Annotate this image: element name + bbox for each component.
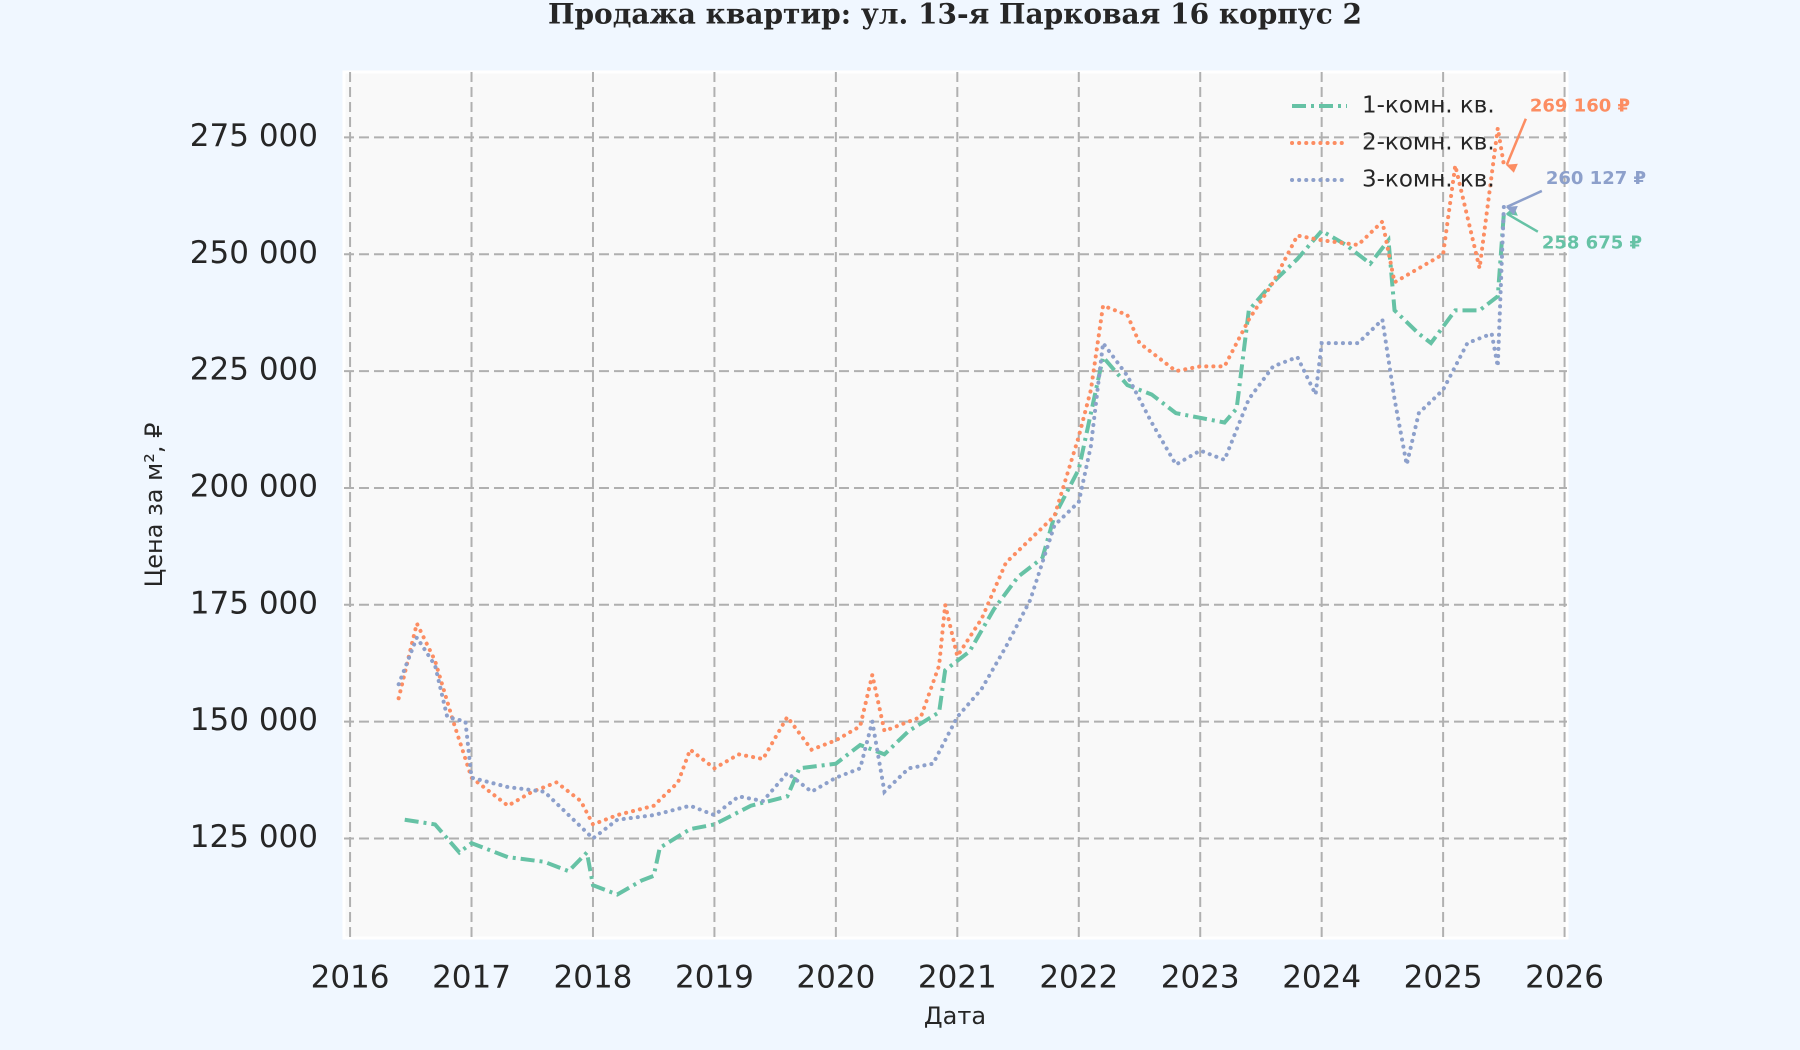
annotation-arrowhead <box>1505 205 1518 215</box>
legend-label: 3-комн. кв. <box>1362 167 1495 193</box>
x-tick-label: 2024 <box>1282 960 1361 996</box>
x-tick-label: 2016 <box>311 960 390 996</box>
x-tick-label: 2026 <box>1525 960 1604 996</box>
annotation: 260 127 ₽ <box>1546 168 1646 189</box>
series-line <box>404 213 1506 897</box>
y-tick-label: 175 000 <box>190 585 318 621</box>
y-tick-label: 225 000 <box>190 352 318 388</box>
x-tick-label: 2020 <box>796 960 875 996</box>
legend-label: 2-комн. кв. <box>1362 130 1495 156</box>
annotation: 258 675 ₽ <box>1542 233 1642 254</box>
y-tick-label: 250 000 <box>190 235 318 271</box>
x-tick-label: 2021 <box>918 960 997 996</box>
plot-area <box>342 70 1569 940</box>
annotation-arrowhead <box>1505 163 1518 173</box>
x-tick-label: 2018 <box>554 960 633 996</box>
y-axis-label: Цена за м², ₽ <box>140 423 168 588</box>
annotation: 269 160 ₽ <box>1530 96 1630 117</box>
x-tick-label: 2023 <box>1161 960 1240 996</box>
x-tick-label: 2025 <box>1404 960 1483 996</box>
x-tick-label: 2022 <box>1039 960 1118 996</box>
annotation-arrow <box>1505 118 1528 166</box>
annotation-arrow <box>1506 189 1543 209</box>
chart-title: Продажа квартир: ул. 13-я Парковая 16 ко… <box>548 0 1362 31</box>
y-tick-label: 275 000 <box>190 118 318 154</box>
series-line <box>396 127 1506 827</box>
y-tick-label: 150 000 <box>190 702 318 738</box>
x-tick-label: 2019 <box>675 960 754 996</box>
legend-label: 1-комн. кв. <box>1362 93 1495 119</box>
x-tick-label: 2017 <box>432 960 511 996</box>
y-tick-label: 200 000 <box>190 468 318 504</box>
x-axis-label: Дата <box>924 1002 986 1030</box>
annotation-arrow <box>1506 212 1539 233</box>
y-tick-label: 125 000 <box>190 819 318 855</box>
